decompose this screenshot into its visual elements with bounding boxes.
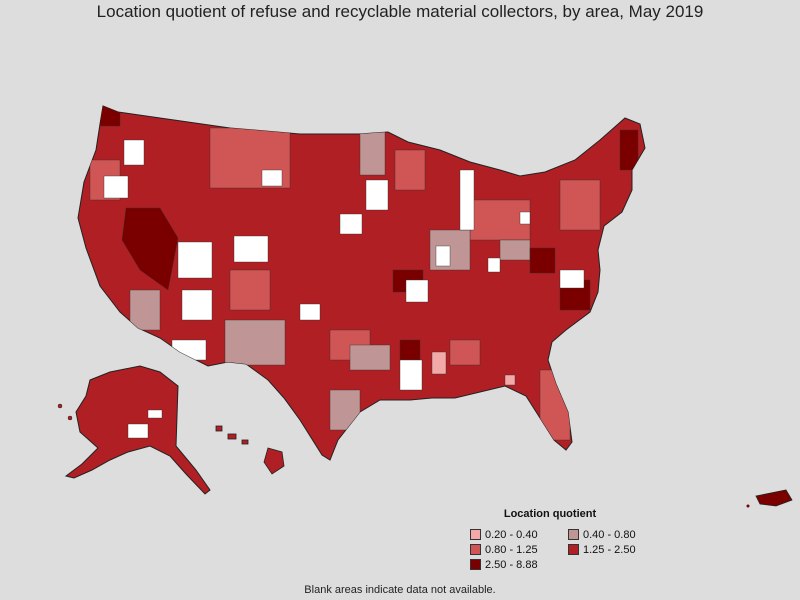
legend-label: 0.40 - 0.80 <box>583 528 636 541</box>
legend-item-2: 0.80 - 1.25 <box>470 543 568 556</box>
legend-item-3: 1.25 - 2.50 <box>568 543 668 556</box>
legend-label: 0.20 - 0.40 <box>485 528 538 541</box>
puerto-rico <box>746 489 793 508</box>
legend-label: 2.50 - 8.88 <box>485 558 538 571</box>
legend-label: 1.25 - 2.50 <box>583 543 636 556</box>
legend-title: Location quotient <box>503 508 597 520</box>
legend-item-4: 2.50 - 8.88 <box>470 558 568 571</box>
map-legend: Location quotient 0.20 - 0.40 0.40 - 0.8… <box>470 508 670 571</box>
legend-swatch <box>470 559 481 570</box>
legend-swatch <box>470 544 481 555</box>
legend-item-1: 0.40 - 0.80 <box>568 528 668 541</box>
legend-label: 0.80 - 1.25 <box>485 543 538 556</box>
legend-swatch <box>470 529 481 540</box>
legend-swatch <box>568 529 579 540</box>
contiguous-us <box>77 105 646 461</box>
blank-areas-note: Blank areas indicate data not available. <box>304 584 496 596</box>
alaska <box>57 365 211 495</box>
map-title: Location quotient of refuse and recyclab… <box>96 2 704 21</box>
hawaii <box>215 425 285 475</box>
legend-item-0: 0.20 - 0.40 <box>470 528 568 541</box>
legend-swatch <box>568 544 579 555</box>
